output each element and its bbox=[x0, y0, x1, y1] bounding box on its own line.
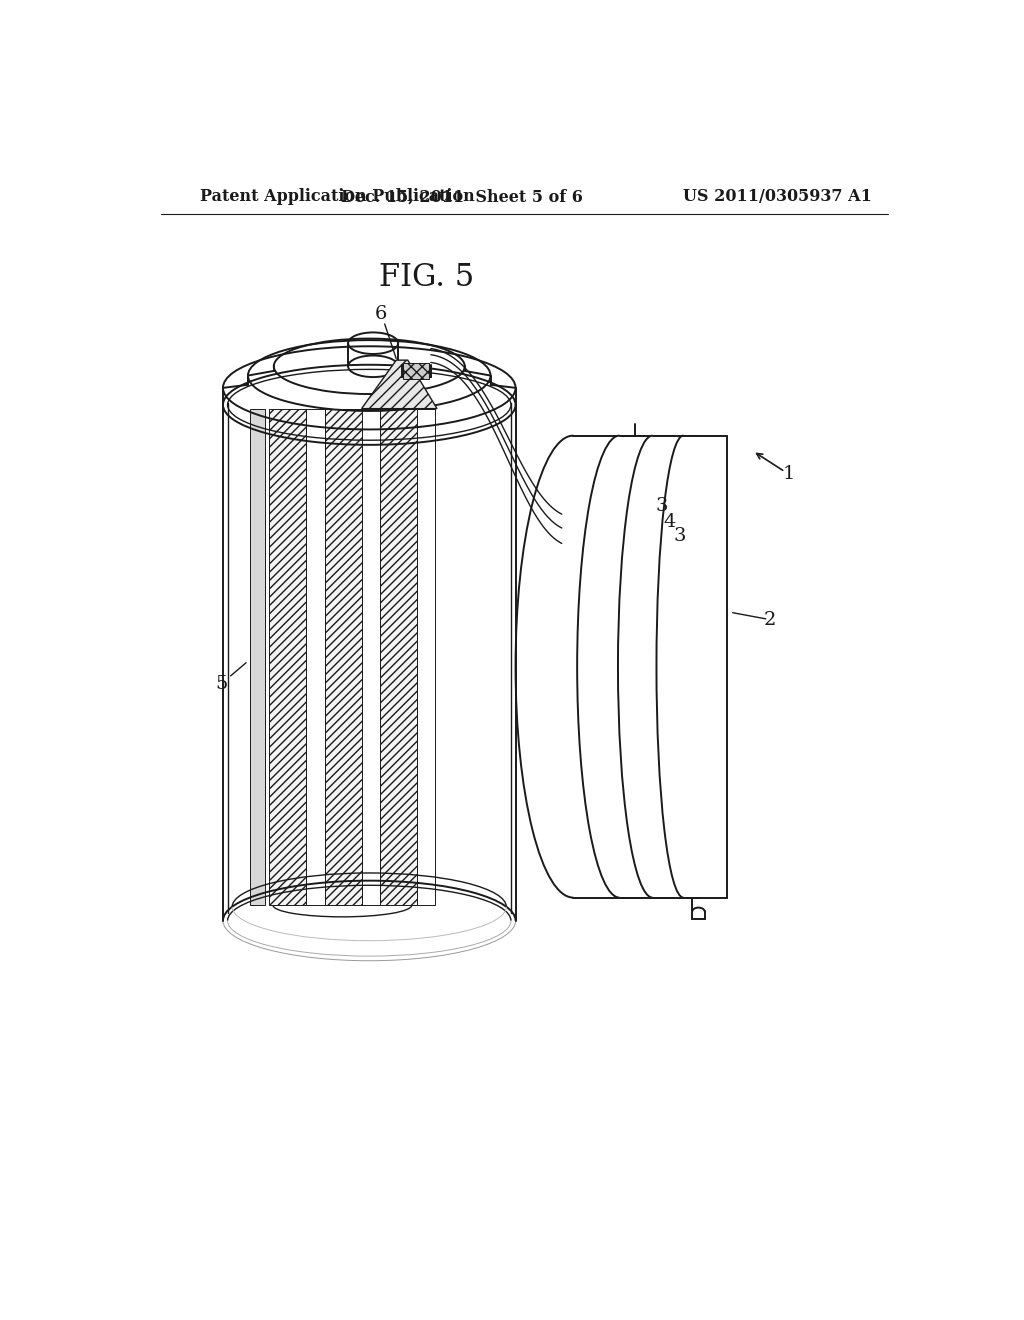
Text: Dec. 15, 2011  Sheet 5 of 6: Dec. 15, 2011 Sheet 5 of 6 bbox=[341, 189, 583, 206]
Polygon shape bbox=[361, 360, 437, 409]
Polygon shape bbox=[269, 409, 306, 906]
Text: 6: 6 bbox=[375, 305, 387, 323]
Polygon shape bbox=[250, 409, 265, 906]
Text: 1: 1 bbox=[782, 465, 795, 483]
Text: 5: 5 bbox=[215, 675, 227, 693]
Polygon shape bbox=[380, 409, 417, 906]
Polygon shape bbox=[516, 436, 643, 898]
Polygon shape bbox=[656, 436, 727, 898]
Text: FIG. 5: FIG. 5 bbox=[379, 263, 475, 293]
Text: Patent Application Publication: Patent Application Publication bbox=[200, 189, 474, 206]
Polygon shape bbox=[618, 436, 700, 898]
Polygon shape bbox=[361, 409, 380, 906]
Text: 4: 4 bbox=[664, 513, 676, 531]
Polygon shape bbox=[306, 409, 325, 906]
Text: 2: 2 bbox=[764, 611, 776, 630]
Polygon shape bbox=[578, 436, 674, 898]
Text: 3: 3 bbox=[655, 498, 668, 515]
Polygon shape bbox=[325, 409, 361, 906]
Text: 3: 3 bbox=[674, 527, 686, 545]
Text: US 2011/0305937 A1: US 2011/0305937 A1 bbox=[683, 189, 871, 206]
Polygon shape bbox=[403, 363, 429, 379]
Polygon shape bbox=[417, 409, 435, 906]
